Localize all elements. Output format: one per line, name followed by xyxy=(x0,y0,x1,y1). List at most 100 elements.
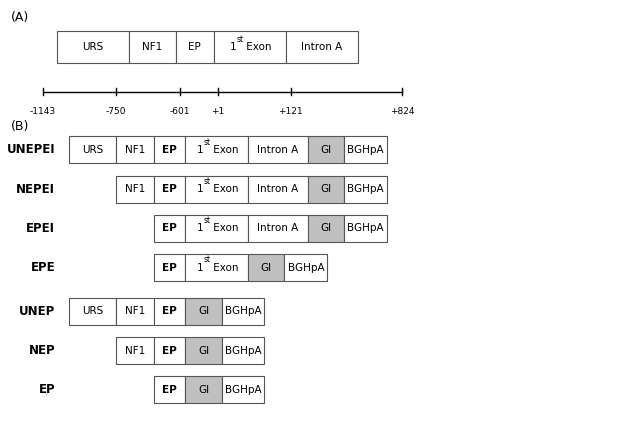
Text: Intron A: Intron A xyxy=(257,184,298,194)
Text: BGHpA: BGHpA xyxy=(347,145,384,155)
Text: GI: GI xyxy=(261,263,272,272)
Text: EP: EP xyxy=(188,42,201,52)
Bar xyxy=(154,376,185,403)
Bar xyxy=(154,176,185,203)
Text: (B): (B) xyxy=(11,120,30,133)
Text: GI: GI xyxy=(320,145,332,155)
Text: GI: GI xyxy=(320,184,332,194)
Text: +121: +121 xyxy=(278,107,303,116)
Text: Exon: Exon xyxy=(243,42,271,52)
Text: NF1: NF1 xyxy=(125,145,145,155)
Text: BGHpA: BGHpA xyxy=(225,385,261,395)
Bar xyxy=(308,215,344,242)
Text: UNEPEI: UNEPEI xyxy=(7,143,55,157)
Text: URS: URS xyxy=(82,145,103,155)
Bar xyxy=(344,176,387,203)
Text: Intron A: Intron A xyxy=(257,224,298,233)
Bar xyxy=(154,337,185,364)
Bar xyxy=(248,176,308,203)
Bar xyxy=(185,136,248,164)
Text: -750: -750 xyxy=(106,107,126,116)
Text: NF1: NF1 xyxy=(142,42,163,52)
Text: URS: URS xyxy=(82,42,103,52)
Text: BGHpA: BGHpA xyxy=(225,307,261,316)
Text: NF1: NF1 xyxy=(125,307,145,316)
Bar xyxy=(185,215,248,242)
Text: 1: 1 xyxy=(197,145,203,155)
Text: -601: -601 xyxy=(170,107,190,116)
Bar xyxy=(222,337,264,364)
Bar xyxy=(69,136,116,164)
Bar xyxy=(284,254,327,281)
Bar xyxy=(222,376,264,403)
Bar xyxy=(248,215,308,242)
Text: +1: +1 xyxy=(211,107,225,116)
Text: -1143: -1143 xyxy=(30,107,56,116)
Bar xyxy=(185,254,248,281)
Text: BGHpA: BGHpA xyxy=(347,184,384,194)
Text: st: st xyxy=(203,255,211,264)
Text: Exon: Exon xyxy=(210,224,239,233)
Bar xyxy=(176,31,214,63)
Text: BGHpA: BGHpA xyxy=(288,263,324,272)
Text: NEPEI: NEPEI xyxy=(16,183,55,196)
Bar xyxy=(116,136,154,164)
Text: BGHpA: BGHpA xyxy=(225,346,261,355)
Text: EP: EP xyxy=(162,184,177,194)
Bar xyxy=(154,298,185,325)
Bar xyxy=(129,31,176,63)
Text: EP: EP xyxy=(162,145,177,155)
Text: +824: +824 xyxy=(389,107,414,116)
Text: EP: EP xyxy=(162,385,177,395)
Bar xyxy=(185,176,248,203)
Text: GI: GI xyxy=(198,346,209,355)
Bar xyxy=(57,31,129,63)
Bar xyxy=(185,298,222,325)
Bar xyxy=(185,376,222,403)
Text: GI: GI xyxy=(198,307,209,316)
Text: st: st xyxy=(203,177,211,186)
Text: 1: 1 xyxy=(197,224,203,233)
Bar xyxy=(154,215,185,242)
Text: EPEI: EPEI xyxy=(26,222,55,235)
Text: UNEP: UNEP xyxy=(19,305,55,318)
Text: NF1: NF1 xyxy=(125,346,145,355)
Text: GI: GI xyxy=(198,385,209,395)
Text: Intron A: Intron A xyxy=(301,42,342,52)
Bar xyxy=(308,136,344,164)
Bar xyxy=(248,254,284,281)
Text: URS: URS xyxy=(82,307,103,316)
Bar xyxy=(116,176,154,203)
Text: EPE: EPE xyxy=(31,261,55,274)
Bar xyxy=(116,298,154,325)
Text: st: st xyxy=(203,216,211,225)
Text: Exon: Exon xyxy=(210,145,239,155)
Text: NEP: NEP xyxy=(29,344,55,357)
Text: EP: EP xyxy=(39,383,55,396)
Bar xyxy=(308,176,344,203)
Bar xyxy=(286,31,358,63)
Text: st: st xyxy=(237,34,244,44)
Text: 1: 1 xyxy=(197,184,203,194)
Text: EP: EP xyxy=(162,307,177,316)
Bar xyxy=(154,136,185,164)
Text: 1: 1 xyxy=(230,42,237,52)
Text: NF1: NF1 xyxy=(125,184,145,194)
Bar xyxy=(344,136,387,164)
Text: Exon: Exon xyxy=(210,184,239,194)
Text: Intron A: Intron A xyxy=(257,145,298,155)
Bar xyxy=(214,31,286,63)
Text: EP: EP xyxy=(162,224,177,233)
Text: EP: EP xyxy=(162,263,177,272)
Bar xyxy=(344,215,387,242)
Text: BGHpA: BGHpA xyxy=(347,224,384,233)
Text: (A): (A) xyxy=(11,11,30,24)
Bar xyxy=(69,298,116,325)
Text: EP: EP xyxy=(162,346,177,355)
Bar xyxy=(185,337,222,364)
Bar xyxy=(154,254,185,281)
Bar xyxy=(116,337,154,364)
Text: GI: GI xyxy=(320,224,332,233)
Text: st: st xyxy=(203,138,211,146)
Text: Exon: Exon xyxy=(210,263,239,272)
